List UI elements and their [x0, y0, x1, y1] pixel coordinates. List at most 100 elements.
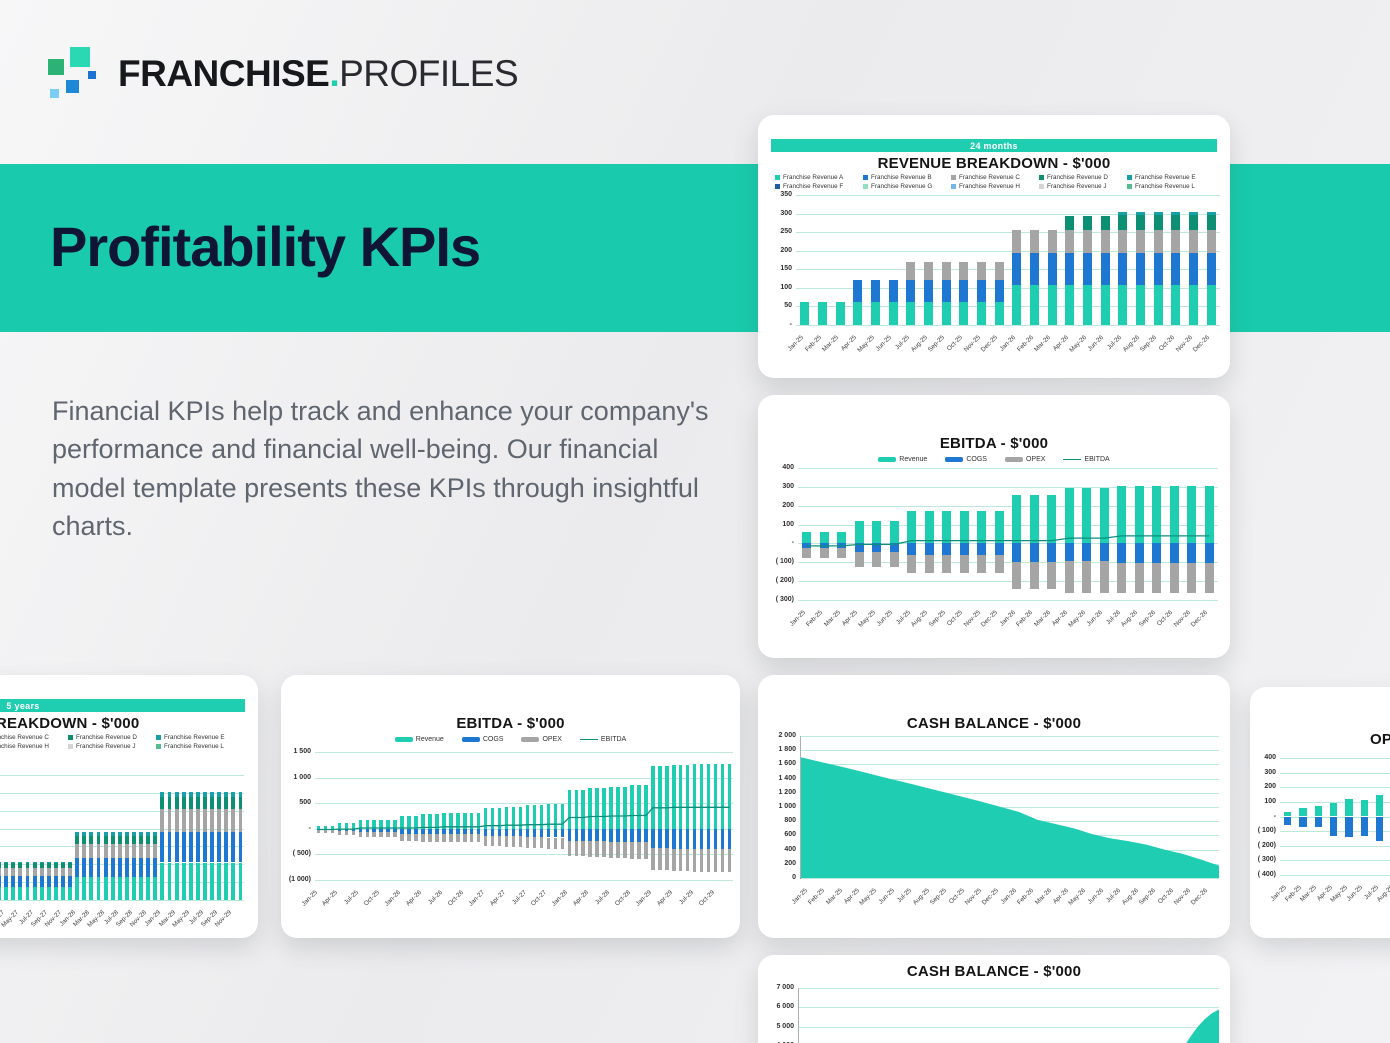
grid-line [0, 792, 244, 794]
grid-line [1280, 845, 1390, 847]
grid-line [0, 846, 244, 848]
legend-swatch [878, 457, 897, 462]
bar-segment [167, 808, 172, 833]
legend-swatch [579, 739, 598, 740]
bar-segment [1082, 216, 1093, 231]
bar-segment [428, 813, 432, 829]
bar-segment [616, 841, 620, 858]
legend-label: Franchise Revenue H [959, 183, 1020, 190]
legend-label: EBITDA [600, 736, 627, 743]
bar-segment [1100, 285, 1110, 325]
grid-line [796, 325, 1220, 326]
bar-segment [802, 543, 812, 549]
legend-item: Franchise Revenue H [951, 183, 1037, 190]
bar-segment [720, 763, 725, 829]
bar-segment [181, 832, 186, 863]
bar-segment [907, 511, 917, 544]
bar-segment [720, 828, 725, 850]
operating-chart-card-clipped: OPE 400 300 200 100 - ( 100) ( 200) ( 300) ( 400… [1250, 687, 1390, 938]
y-axis-label: 800 [784, 817, 796, 825]
bar-segment [623, 786, 627, 829]
bar-segment [1047, 562, 1057, 589]
grid-line [0, 810, 244, 812]
bar-segment [414, 833, 418, 842]
bar-segment [976, 280, 987, 302]
area-series [801, 757, 1219, 878]
cash-balance-24m-card: CASH BALANCE - $'000 2 000 1 800 1 600 1 40… [758, 675, 1230, 938]
bar-segment [124, 832, 129, 836]
bar-segment [872, 543, 882, 552]
bar-segment [330, 830, 335, 833]
bar-segment [692, 763, 697, 829]
legend-label: Franchise Revenue D [1047, 174, 1108, 181]
bar-segment [906, 261, 916, 281]
y-axis-label: 1 400 [778, 774, 796, 782]
bar-segment [372, 828, 376, 832]
legend-item: Revenue [394, 736, 444, 743]
bar-segment [1345, 816, 1353, 837]
bar-segment [210, 832, 214, 863]
bar-segment [1029, 230, 1040, 253]
chart-legend: Franchise Revenue A Franchise Revenue B Fr… [766, 174, 1222, 190]
legend-swatch [1127, 175, 1132, 180]
bar-segment [0, 875, 1, 887]
bar-segment [110, 832, 115, 836]
bar-segment [1064, 488, 1074, 544]
bar-segment [132, 832, 136, 836]
y-axis-label: 150 [780, 265, 792, 273]
legend-item: Franchise Revenue D [1039, 174, 1125, 181]
bar-segment [490, 835, 495, 847]
bar-segment [344, 828, 349, 832]
bar-segment [1117, 485, 1127, 544]
bar-segment [504, 828, 509, 837]
bar-segment [924, 554, 934, 573]
bar-segment [1206, 252, 1216, 286]
bar-segment [231, 797, 236, 809]
bar-segment [574, 790, 578, 829]
bar-segment [1171, 252, 1181, 286]
grid-line [801, 736, 1219, 737]
grid-line [796, 195, 1220, 196]
bar-segment [238, 808, 243, 833]
bar-segment [75, 843, 80, 859]
bar-segment [323, 830, 328, 833]
page-title: Profitability KPIs [50, 215, 481, 278]
bar-segment [574, 828, 578, 841]
period-badge: 5 years [0, 699, 245, 712]
y-axis-label: 1 500 [293, 748, 311, 755]
bar-segment [224, 808, 229, 833]
bar-segment [994, 543, 1004, 555]
bar-segment [181, 791, 186, 798]
bar-segment [685, 828, 690, 849]
bar-segment [525, 836, 530, 849]
bar-segment [195, 808, 200, 833]
legend-swatch [394, 737, 413, 742]
bar-segment [1047, 252, 1057, 286]
y-axis-label: 300 [780, 209, 792, 217]
bar-segment [941, 280, 951, 302]
grid-line [799, 1026, 1219, 1028]
bar-segment [1375, 816, 1384, 841]
bar-segment [706, 828, 711, 850]
bar-segment [4, 867, 9, 876]
bar-segment [358, 820, 362, 829]
bar-segment [139, 843, 143, 859]
legend-item: Franchise Revenue D [68, 734, 154, 741]
legend-label: Franchise Revenue J [76, 743, 136, 750]
chart-title: REVENUE BREAKDOWN - $'000 [0, 715, 140, 732]
bar-segment [1314, 816, 1323, 828]
bar-segment [224, 832, 229, 863]
grid-line [796, 287, 1220, 289]
bar-segment [1065, 216, 1075, 231]
legend-swatch [1127, 184, 1132, 189]
bar-segment [817, 301, 828, 325]
bar-segment [146, 876, 151, 900]
bar-segment [644, 842, 648, 859]
legend-item: Franchise Revenue A [775, 174, 861, 181]
y-axis-label: - [308, 824, 311, 832]
bar-segment [181, 808, 186, 833]
bar-segment [870, 301, 881, 325]
legend-swatch [156, 744, 161, 749]
bar-segment [889, 520, 899, 544]
bar-segment [819, 548, 829, 558]
